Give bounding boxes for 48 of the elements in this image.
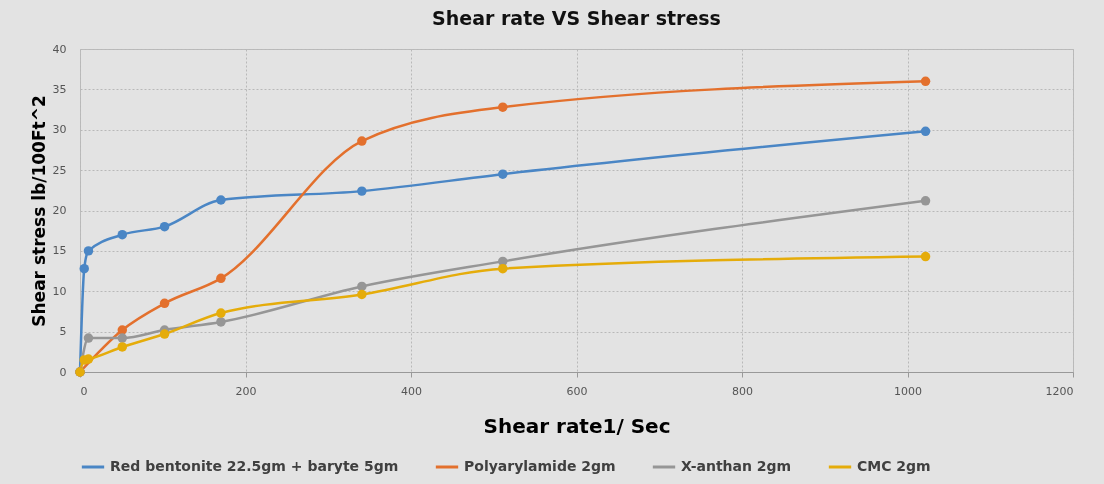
legend-label: Polyarylamide 2gm	[464, 458, 616, 474]
point	[920, 76, 931, 87]
legend-label: X-anthan 2gm	[681, 458, 792, 474]
x-tick-label: 600	[566, 384, 588, 398]
point	[357, 186, 367, 196]
point	[83, 246, 94, 256]
y-tick-label: 25	[52, 163, 67, 177]
point	[83, 333, 94, 343]
x-tick-label: 400	[401, 384, 422, 398]
point	[216, 195, 226, 205]
legend-label: CMC 2gm	[857, 458, 931, 474]
point	[920, 126, 931, 137]
y-tick-label: 5	[59, 325, 67, 339]
point	[357, 281, 367, 292]
point	[216, 308, 226, 318]
x-tick-label: 0	[80, 384, 88, 398]
point	[159, 298, 170, 309]
point	[79, 263, 89, 274]
point	[216, 317, 226, 327]
point	[159, 329, 170, 339]
x-tick-label: 1200	[1045, 384, 1074, 398]
x-tick-label: 800	[732, 384, 753, 398]
point	[498, 263, 508, 274]
y-tick-label: 35	[52, 82, 67, 96]
point	[498, 102, 508, 112]
y-tick-label: 30	[52, 123, 67, 137]
y-tick-label: 40	[52, 42, 67, 56]
point	[117, 325, 128, 335]
point	[117, 229, 128, 240]
point	[920, 196, 931, 206]
point	[498, 169, 508, 179]
y-tick-label: 10	[52, 284, 67, 298]
point	[216, 273, 226, 284]
point	[159, 221, 170, 232]
y-tick-label: 15	[52, 244, 67, 258]
point	[357, 289, 367, 300]
legend-label: Red bentonite 22.5gm + baryte 5gm	[110, 458, 399, 474]
x-tick-label: 1000	[894, 384, 922, 398]
y-tick-label: 20	[52, 204, 67, 217]
chart-title: Shear rate VS Shear stress	[432, 7, 721, 29]
x-axis-title: Shear rate1/ Sec	[483, 413, 671, 438]
point	[357, 136, 367, 146]
y-axis-title: Shear stress lb/100Ft^2	[28, 95, 49, 327]
y-tick-label: 0	[59, 365, 67, 379]
x-tick-label: 200	[235, 384, 257, 398]
point	[117, 342, 128, 352]
point	[920, 251, 931, 262]
point	[117, 333, 128, 343]
